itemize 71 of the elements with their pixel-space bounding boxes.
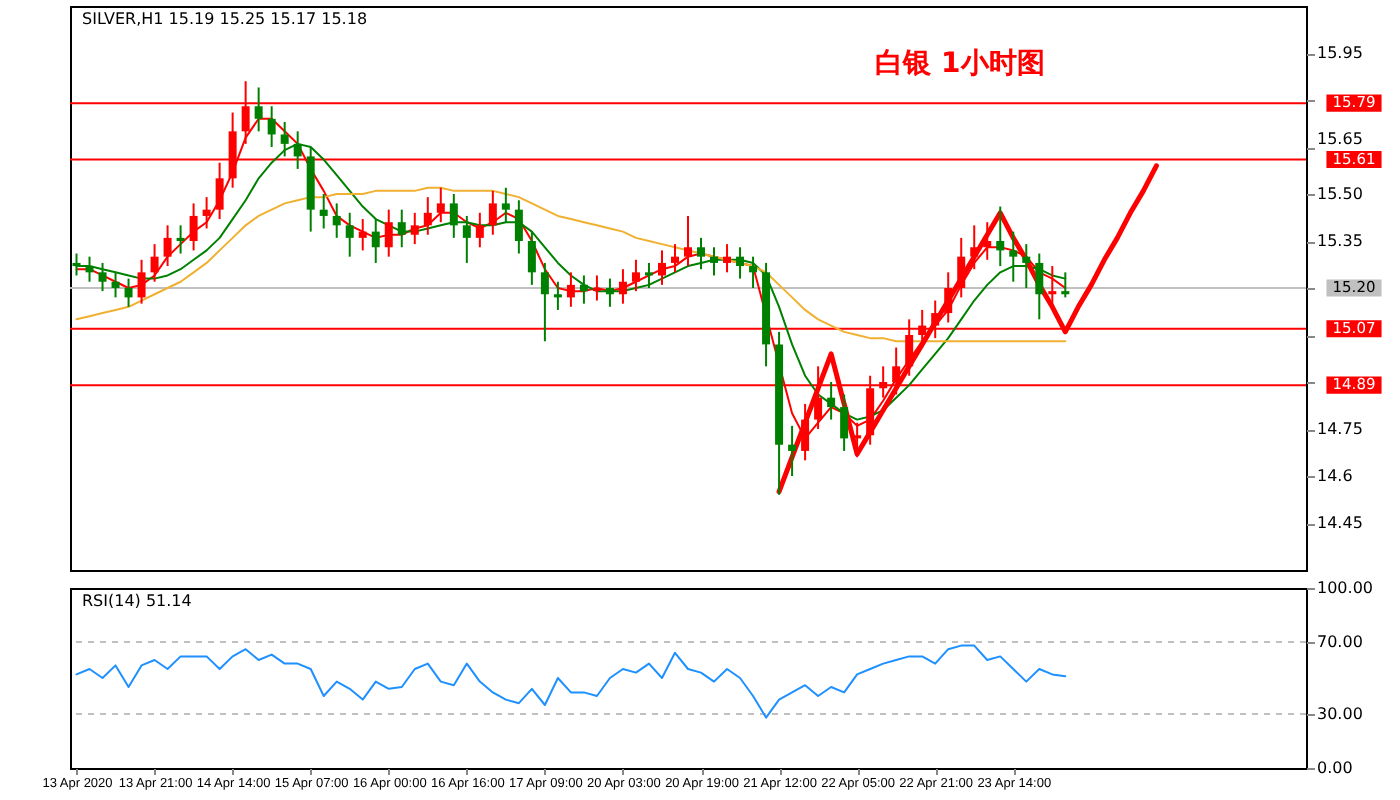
candlestick: [475, 211, 484, 249]
line-series: [75, 644, 1067, 719]
candlestick: [111, 271, 120, 299]
candlestick: [462, 214, 471, 264]
candlestick: [254, 86, 263, 133]
candlestick: [957, 236, 966, 299]
y-tick-label: 14.45: [1317, 514, 1363, 532]
candlestick: [527, 230, 536, 286]
candlestick: [124, 277, 133, 308]
chart-title: SILVER,H1 15.19 15.25 15.17 15.18: [82, 10, 368, 28]
candlestick: [423, 196, 432, 236]
candlestick: [1048, 265, 1057, 308]
candlestick: [670, 243, 679, 274]
y-tick-label: 30.00: [1317, 705, 1363, 723]
candlestick: [723, 243, 732, 274]
candlestick: [371, 218, 380, 264]
y-tick-label: 14.75: [1317, 420, 1363, 438]
candlestick: [384, 208, 393, 258]
candlestick: [788, 424, 797, 477]
candlestick: [163, 224, 172, 268]
y-tick-label: 15.95: [1317, 44, 1363, 62]
chart-title: RSI(14) 51.14: [82, 592, 192, 610]
candlestick: [488, 189, 497, 236]
candlestick: [697, 236, 706, 271]
y-tick-label: 70.00: [1317, 633, 1363, 651]
candlestick: [202, 196, 211, 230]
candlestick: [605, 277, 614, 308]
candlestick: [150, 243, 159, 283]
y-tick-label: 14.6: [1317, 467, 1353, 485]
candlestick: [410, 211, 419, 246]
y-tick-label: 0.00: [1317, 759, 1353, 777]
candlestick: [85, 255, 94, 283]
candlestick: [684, 214, 692, 268]
candlestick: [358, 218, 367, 252]
candlestick: [397, 208, 406, 249]
candlestick: [267, 105, 276, 148]
candlestick: [501, 186, 510, 224]
candlestick: [345, 211, 354, 258]
candlestick: [98, 261, 107, 293]
candlestick: [176, 224, 185, 255]
candlestick: [944, 271, 953, 324]
candlestick: [1035, 252, 1044, 321]
candlestick: [566, 271, 575, 308]
candlestick: [710, 246, 719, 277]
candlestick: [553, 280, 562, 311]
candlestick: [996, 205, 1005, 268]
candlestick: [736, 246, 745, 280]
candlestick: [436, 186, 445, 224]
candlestick: [579, 274, 588, 305]
candlestick: [189, 202, 198, 252]
candlestick: [970, 224, 979, 271]
candlestick: [657, 249, 666, 286]
candlestick: [983, 221, 992, 261]
candlestick: [449, 193, 458, 239]
y-tick-label: 100.00: [1317, 579, 1373, 597]
candlestick: [514, 199, 523, 255]
candlestick: [319, 193, 328, 230]
candlestick: [332, 202, 341, 239]
candlestick: [592, 274, 601, 302]
candlestick: [1022, 243, 1031, 289]
candlestick: [644, 261, 653, 289]
y-tick-label: 15.35: [1317, 232, 1363, 250]
candlestick: [1009, 230, 1018, 283]
candlestick: [540, 261, 549, 343]
candlestick: [618, 268, 627, 305]
y-tick-label: 15.50: [1317, 185, 1363, 203]
candlestick: [631, 258, 640, 293]
candlestick: [749, 255, 758, 289]
y-tick-label: 15.65: [1317, 130, 1363, 148]
annotation: 白银 1小时图: [875, 48, 1045, 80]
candlestick: [137, 258, 146, 305]
